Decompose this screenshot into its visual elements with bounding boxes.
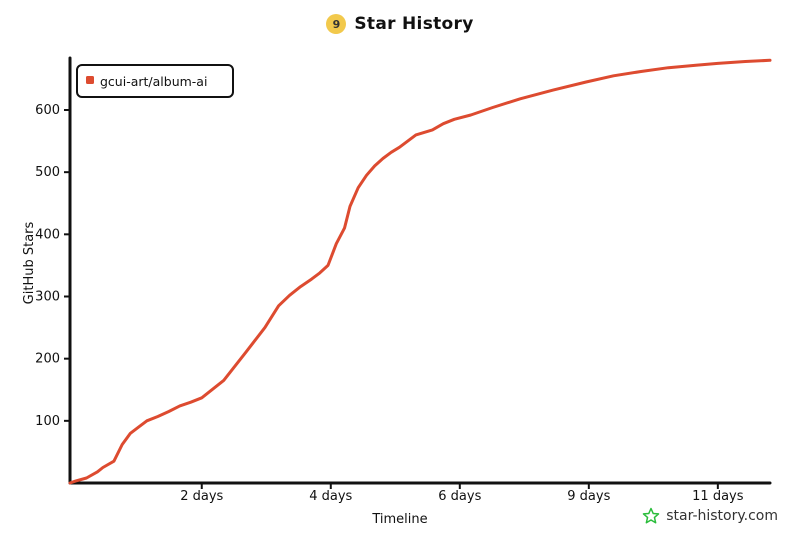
x-tick-label: 9 days	[567, 489, 610, 504]
chart-title: Star History	[354, 14, 474, 34]
star-history-logo-icon: 9	[326, 14, 347, 34]
legend-swatch	[86, 76, 94, 84]
x-tick-label: 2 days	[180, 489, 223, 504]
chart-header: 9 Star History	[0, 12, 800, 36]
y-tick-label: 500	[35, 165, 60, 180]
x-ticks: 2 days 4 days 6 days 9 days 11 days	[180, 483, 744, 504]
y-axis-label: GitHub Stars	[22, 221, 37, 304]
x-tick-label: 4 days	[309, 489, 352, 504]
x-axis-label: Timeline	[371, 512, 427, 527]
y-tick-label: 300	[35, 290, 60, 305]
y-ticks: 100 200 300 400 500 600	[35, 103, 70, 429]
series-layer	[68, 58, 772, 485]
watermark-text: star-history.com	[666, 508, 778, 524]
x-tick-label: 11 days	[692, 489, 744, 504]
star-icon	[642, 507, 660, 524]
y-tick-label: 100	[35, 414, 60, 429]
watermark[interactable]: star-history.com	[642, 507, 778, 525]
y-tick-label: 600	[35, 103, 60, 118]
legend: gcui-art/album-ai	[76, 64, 234, 98]
x-tick-label: 6 days	[438, 489, 481, 504]
series-line	[68, 58, 772, 485]
legend-label: gcui-art/album-ai	[100, 74, 207, 89]
y-tick-label: 400	[35, 227, 60, 242]
legend-box	[76, 64, 234, 98]
y-tick-label: 200	[35, 352, 60, 367]
